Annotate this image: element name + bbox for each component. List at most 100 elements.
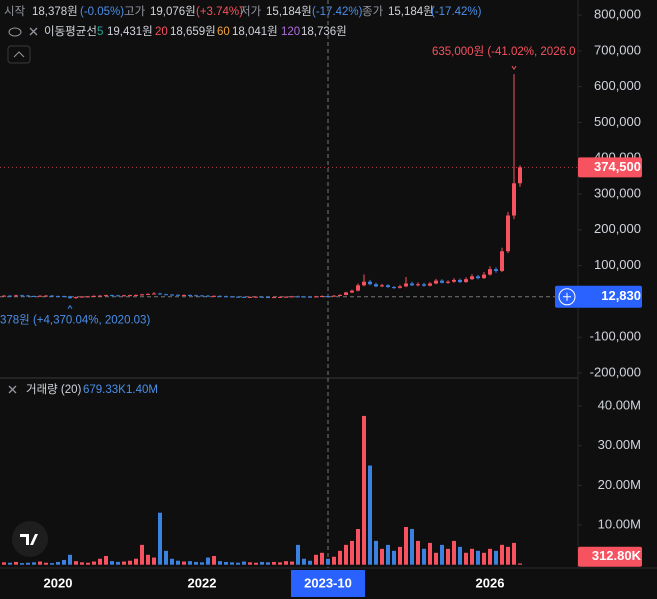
candle-body — [278, 296, 282, 298]
volume-bar — [92, 561, 96, 565]
volume-bar — [158, 512, 162, 565]
last-volume-badge — [578, 546, 642, 567]
candle-body — [350, 290, 354, 293]
ohlc-legend: 시작 18,378원 (-0.05%) 고가 19,076원 (+3.74%) … — [4, 4, 482, 18]
logo-mark — [20, 534, 38, 545]
volume-bar — [350, 540, 354, 565]
low-annotation: 378원 (+4,370.04%, 2020.03) — [0, 313, 150, 327]
y-tick-label: 20.00M — [598, 477, 641, 492]
candle-body — [446, 281, 450, 283]
candle-body — [380, 285, 384, 287]
candle-body — [92, 295, 96, 297]
volume-bar — [200, 562, 204, 565]
volume-bar — [380, 548, 384, 565]
volume-bar — [218, 561, 222, 565]
candle-body — [164, 294, 168, 296]
volume-bar — [194, 561, 198, 565]
candle-body — [194, 295, 198, 297]
candle-body — [62, 296, 66, 298]
candle-body — [512, 183, 516, 216]
volume-bar — [296, 544, 300, 565]
y-tick-label: 700,000 — [594, 42, 641, 57]
high-marker — [511, 65, 517, 70]
x-tick-label: 2023-10 — [304, 575, 352, 590]
legend-value: 1.40M — [126, 384, 158, 396]
crosshair-price-label: 12,830 — [601, 288, 641, 303]
volume-bar — [344, 544, 348, 565]
candle-body — [44, 295, 48, 297]
collapse-button[interactable] — [7, 45, 31, 64]
candle-body — [116, 295, 120, 297]
volume-bar — [368, 465, 372, 565]
candle-body — [272, 297, 276, 299]
candle-body — [470, 276, 474, 280]
volume-bar — [500, 544, 504, 565]
volume-bar — [446, 548, 450, 565]
y-tick-label: 10.00M — [598, 516, 641, 531]
add-alert-icon[interactable] — [558, 288, 576, 306]
candle-body — [224, 296, 228, 298]
volume-bar — [104, 555, 108, 565]
volume-bar — [392, 550, 396, 565]
candle-body — [200, 295, 204, 297]
ma-legend: 이동평균선 5 19,431원 20 18,659원 60 18,041원 12… — [7, 24, 347, 64]
volume-bar — [140, 544, 144, 565]
candle-body — [428, 283, 432, 286]
candle-body — [314, 296, 318, 298]
volume-bar — [416, 540, 420, 565]
volume-bar — [182, 561, 186, 565]
close-icon[interactable] — [29, 27, 38, 36]
candle-body — [260, 296, 264, 298]
candle-body — [344, 292, 348, 295]
eye-icon[interactable] — [8, 27, 22, 37]
candle-body — [122, 295, 126, 297]
candle-body — [170, 294, 174, 296]
candle-body — [464, 279, 468, 283]
candle-body — [38, 295, 42, 297]
volume-bar — [266, 562, 270, 565]
candle-body — [236, 296, 240, 298]
candle-body — [362, 281, 366, 286]
volume-bar — [494, 550, 498, 565]
legend-value: 679.33K — [83, 384, 126, 396]
x-tick-label: 2026 — [476, 575, 505, 590]
candle-body — [434, 280, 438, 284]
legend-value: 19,076원 — [150, 4, 196, 18]
volume-bar — [458, 546, 462, 565]
candle-body — [134, 294, 138, 296]
logo-badge[interactable] — [12, 521, 48, 557]
volume-bar — [470, 548, 474, 565]
candle-body — [2, 295, 6, 297]
candle-body — [158, 293, 162, 295]
candle-body — [284, 296, 288, 298]
y-tick-label: -200,000 — [590, 364, 641, 379]
candle-body — [392, 287, 396, 289]
candle-body — [326, 296, 330, 298]
volume-bar — [284, 561, 288, 565]
candle-body — [74, 297, 78, 299]
candle-body — [206, 295, 210, 297]
volume-bar — [146, 554, 150, 565]
y-tick-label: 300,000 — [594, 185, 641, 200]
legend-value: 15,184원 — [388, 4, 434, 18]
volume-bar — [164, 550, 168, 565]
volume-legend: 거래량 (20) 679.33K 1.40M — [8, 383, 158, 396]
volume-bar — [452, 540, 456, 565]
candle-body — [230, 296, 234, 298]
y-tick-label: 40.00M — [598, 397, 641, 412]
y-tick-label: 500,000 — [594, 114, 641, 129]
candle-body — [110, 295, 114, 297]
volume-bar — [314, 554, 318, 565]
candle-body — [308, 296, 312, 298]
candle-body — [188, 294, 192, 296]
candle-body — [386, 285, 390, 288]
candle-body — [518, 167, 522, 184]
volume-bar — [332, 556, 336, 565]
close-icon[interactable] — [8, 385, 17, 394]
candle-body — [356, 285, 360, 291]
volume-bar — [362, 415, 366, 565]
volume-bar — [8, 562, 12, 565]
legend-change: (-17.42%) — [312, 6, 363, 18]
ma-value: 19,431원 — [107, 24, 153, 38]
volume-bar — [170, 558, 174, 565]
